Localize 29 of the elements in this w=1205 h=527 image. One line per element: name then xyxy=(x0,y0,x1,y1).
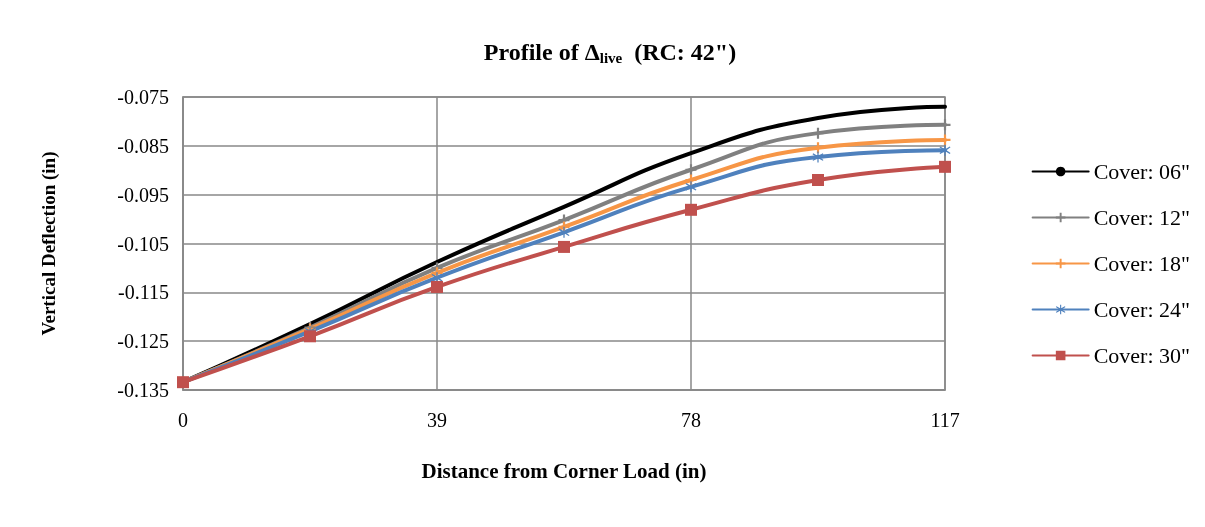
x-tick-label: 117 xyxy=(930,409,960,431)
y-tick-label: -0.135 xyxy=(117,379,169,401)
y-tick-label: -0.115 xyxy=(118,281,169,304)
y-tick-label: -0.075 xyxy=(117,86,169,108)
point xyxy=(685,181,697,193)
point xyxy=(558,240,570,253)
x-axis-title: Distance from Corner Load (in) xyxy=(421,458,707,483)
x-tick-label: 39 xyxy=(427,409,447,431)
legend-label: Cover: 06" xyxy=(1093,159,1190,184)
legend-label: Cover: 12" xyxy=(1093,205,1190,230)
legend-label: Cover: 24" xyxy=(1093,297,1190,322)
point xyxy=(939,160,951,173)
point xyxy=(304,330,316,343)
point xyxy=(812,151,824,163)
point xyxy=(939,144,951,156)
x-tick-label: 78 xyxy=(681,409,701,431)
y-tick-label: -0.095 xyxy=(117,183,169,206)
y-tick-label: -0.085 xyxy=(117,134,169,157)
point xyxy=(558,226,570,238)
point xyxy=(431,280,443,293)
point xyxy=(685,203,697,216)
x-tick-label: 0 xyxy=(178,409,188,431)
y-tick-label: -0.105 xyxy=(117,232,169,255)
y-axis-title: Vertical Deflection (in) xyxy=(38,151,60,336)
legend-label: Cover: 30" xyxy=(1093,343,1190,368)
y-tick-label: -0.125 xyxy=(117,330,169,353)
point xyxy=(812,174,824,187)
legend-label: Cover: 18" xyxy=(1093,251,1190,276)
point xyxy=(685,164,697,176)
